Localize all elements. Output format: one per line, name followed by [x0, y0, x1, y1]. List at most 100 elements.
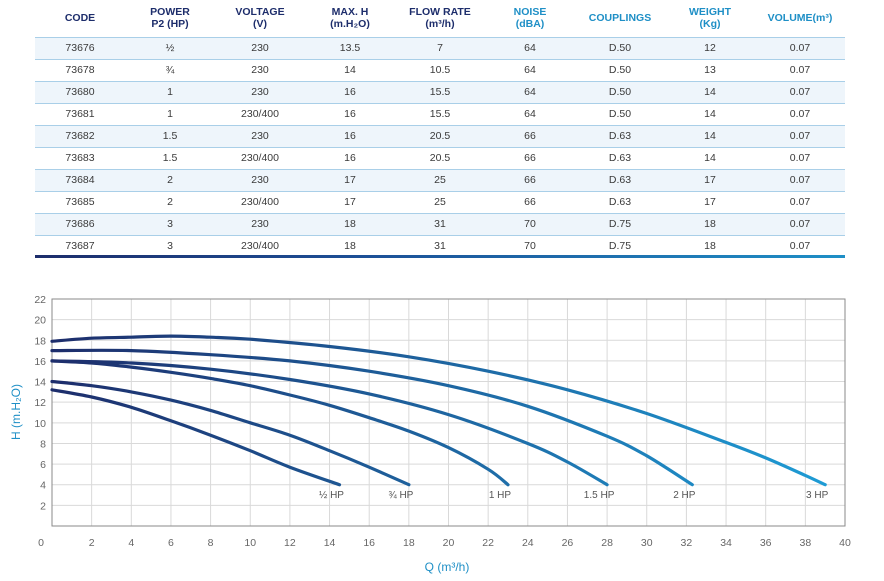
cell-code: 73680 [35, 81, 125, 104]
cell-noise: 66 [485, 147, 575, 170]
column-header-volume: VOLUME(m³) [767, 12, 833, 25]
x-tick-label: 16 [363, 537, 375, 549]
cell-weight: 14 [665, 103, 755, 126]
cell-code: 73687 [35, 235, 125, 258]
cell-noise: 66 [485, 125, 575, 148]
cell-voltage: 230 [215, 213, 305, 236]
cell-flow-rate: 20.5 [395, 147, 485, 170]
cell-code: 73678 [35, 59, 125, 82]
table-header-row: CODE POWER P2 (HP) VOLTAGE (V) MAX. H (m.H₂… [35, 0, 845, 37]
cell-voltage: 230 [215, 169, 305, 192]
cell-noise: 64 [485, 36, 575, 60]
y-axis-title: H (m.H₂O) [9, 384, 23, 440]
cell-flow-rate: 15.5 [395, 103, 485, 126]
cell-flow-rate: 31 [395, 235, 485, 258]
table-row: 73680 1 230 16 15.5 64 D.50 14 0.07 [35, 81, 845, 104]
x-tick-label: 34 [720, 537, 732, 549]
cell-max-h: 16 [305, 147, 395, 170]
cell-power: 1 [125, 103, 215, 126]
x-axis-title: Q (m³/h) [425, 560, 470, 574]
cell-code: 73684 [35, 169, 125, 192]
curve-label: ¾ HP [388, 490, 413, 501]
cell-volume: 0.07 [755, 36, 845, 60]
cell-noise: 64 [485, 81, 575, 104]
chart-grid [52, 299, 845, 526]
y-tick-label: 20 [34, 315, 46, 327]
y-tick-label: 14 [34, 377, 46, 389]
pump-curve-series [50, 359, 510, 487]
column-header-voltage: VOLTAGE (V) [235, 6, 285, 31]
y-tick-label: 4 [40, 480, 46, 492]
pump-curve-series [50, 359, 609, 487]
cell-weight: 14 [665, 147, 755, 170]
cell-voltage: 230 [215, 81, 305, 104]
x-tick-label: 22 [482, 537, 494, 549]
x-tick-label: 12 [284, 537, 296, 549]
cell-volume: 0.07 [755, 59, 845, 82]
table-row: 73676 ½ 230 13.5 7 64 D.50 12 0.07 [35, 36, 845, 60]
cell-max-h: 17 [305, 191, 395, 214]
table-row: 73682 1.5 230 16 20.5 66 D.63 14 0.07 [35, 125, 845, 148]
cell-flow-rate: 15.5 [395, 81, 485, 104]
curve-label: 1.5 HP [584, 490, 615, 501]
pump-curve-series [50, 388, 342, 487]
y-tick-label: 16 [34, 356, 46, 368]
table-row: 73681 1 230/400 16 15.5 64 D.50 14 0.07 [35, 103, 845, 126]
x-tick-label: 26 [562, 537, 574, 549]
table-body: 73676 ½ 230 13.5 7 64 D.50 12 0.07 73678 ¾ 230 14 10.… [35, 36, 845, 258]
y-tick-label: 6 [40, 459, 46, 471]
x-tick-label: 8 [208, 537, 214, 549]
cell-couplings: D.63 [575, 191, 665, 214]
column-header-max-h: MAX. H (m.H₂O) [330, 6, 370, 31]
cell-couplings: D.63 [575, 169, 665, 192]
cell-max-h: 14 [305, 59, 395, 82]
x-tick-label: 0 [38, 537, 44, 549]
cell-volume: 0.07 [755, 213, 845, 236]
y-tick-label: 8 [40, 438, 46, 450]
cell-power: 1.5 [125, 147, 215, 170]
cell-voltage: 230/400 [215, 103, 305, 126]
cell-flow-rate: 20.5 [395, 125, 485, 148]
cell-power: 1 [125, 81, 215, 104]
column-header-weight: WEIGHT (Kg) [689, 6, 731, 31]
cell-flow-rate: 10.5 [395, 59, 485, 82]
x-tick-label: 28 [601, 537, 613, 549]
cell-couplings: D.50 [575, 103, 665, 126]
table-row: 73686 3 230 18 31 70 D.75 18 0.07 [35, 213, 845, 236]
cell-couplings: D.63 [575, 125, 665, 148]
x-tick-label: 10 [244, 537, 256, 549]
cell-power: 1.5 [125, 125, 215, 148]
table-row: 73678 ¾ 230 14 10.5 64 D.50 13 0.07 [35, 59, 845, 82]
cell-weight: 17 [665, 169, 755, 192]
cell-couplings: D.50 [575, 36, 665, 60]
pump-curve-series [50, 379, 411, 487]
cell-noise: 66 [485, 169, 575, 192]
cell-voltage: 230/400 [215, 147, 305, 170]
x-tick-label: 20 [443, 537, 455, 549]
cell-weight: 12 [665, 36, 755, 60]
column-header-noise: NOISE (dBA) [513, 6, 547, 31]
cell-power: 3 [125, 235, 215, 258]
pump-curve-series [50, 348, 694, 487]
y-tick-label: 12 [34, 397, 46, 409]
cell-volume: 0.07 [755, 103, 845, 126]
table-row: 73683 1.5 230/400 16 20.5 66 D.63 14 0.07 [35, 147, 845, 170]
y-tick-label: 22 [34, 294, 46, 306]
curve-label: 1 HP [489, 490, 512, 501]
cell-weight: 13 [665, 59, 755, 82]
cell-volume: 0.07 [755, 147, 845, 170]
column-header-couplings: COUPLINGS [588, 12, 652, 25]
table-bottom-bar [35, 255, 845, 258]
cell-flow-rate: 31 [395, 213, 485, 236]
y-axis-ticks: 2 4 6 8 10 12 14 16 18 20 22 [34, 294, 46, 512]
curve-label: 3 HP [806, 490, 829, 501]
x-tick-label: 6 [168, 537, 174, 549]
cell-power: ½ [125, 36, 215, 60]
cell-volume: 0.07 [755, 191, 845, 214]
cell-flow-rate: 7 [395, 36, 485, 60]
cell-voltage: 230/400 [215, 191, 305, 214]
x-tick-label: 14 [324, 537, 336, 549]
cell-noise: 66 [485, 191, 575, 214]
pump-curve-series [50, 334, 827, 487]
